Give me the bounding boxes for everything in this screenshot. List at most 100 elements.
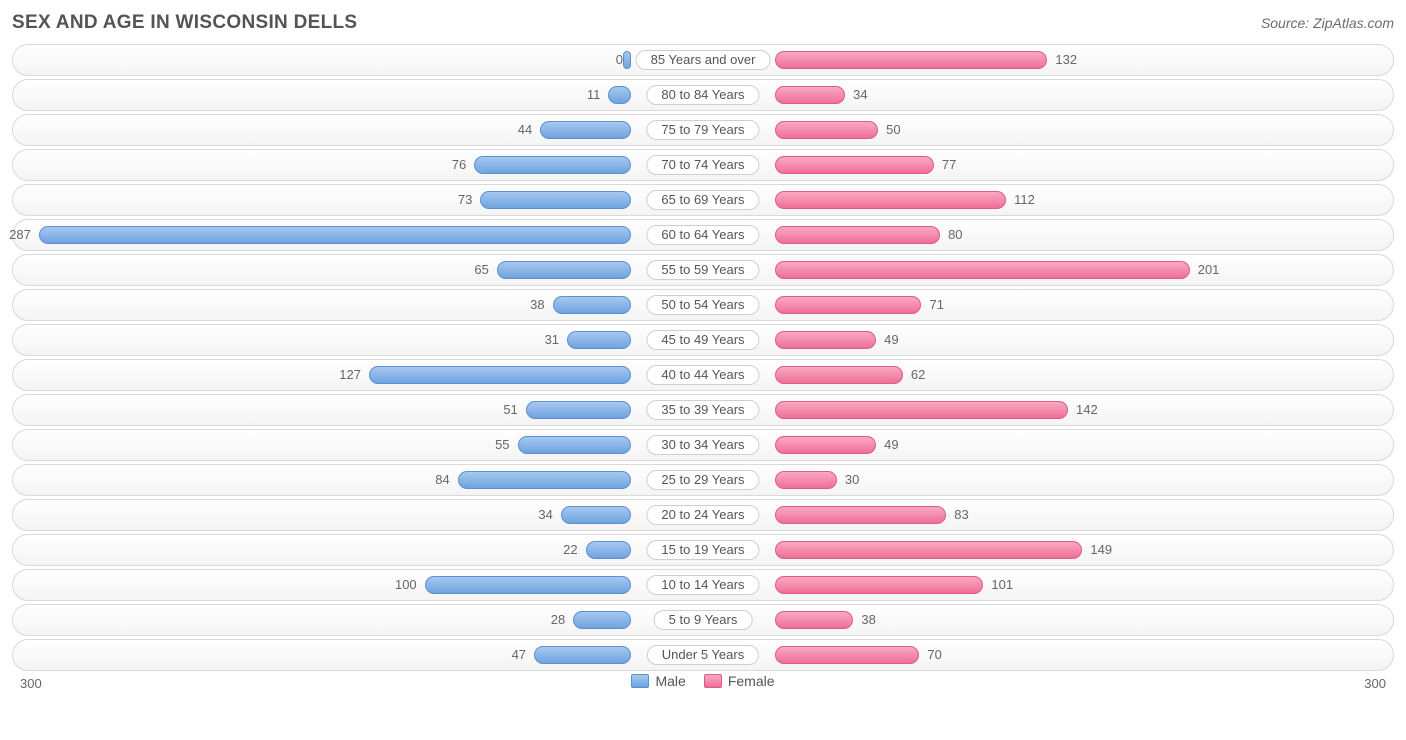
pyramid-row: 11 34 80 to 84 Years [12, 79, 1394, 111]
female-value: 38 [861, 612, 875, 627]
male-value: 38 [530, 297, 544, 312]
male-bar [553, 296, 631, 314]
female-value: 201 [1198, 262, 1220, 277]
category-label: 15 to 19 Years [646, 540, 759, 560]
male-bar [567, 331, 631, 349]
category-label: 5 to 9 Years [654, 610, 753, 630]
male-value: 28 [551, 612, 565, 627]
male-value: 31 [545, 332, 559, 347]
female-value: 50 [886, 122, 900, 137]
male-bar [474, 156, 631, 174]
female-value: 142 [1076, 402, 1098, 417]
male-value: 76 [452, 157, 466, 172]
category-label: 40 to 44 Years [646, 365, 759, 385]
male-value: 65 [474, 262, 488, 277]
category-label: 65 to 69 Years [646, 190, 759, 210]
male-bar [425, 576, 631, 594]
chart-source: Source: ZipAtlas.com [1261, 15, 1394, 31]
pyramid-row: 65 201 55 to 59 Years [12, 254, 1394, 286]
male-value: 73 [458, 192, 472, 207]
male-bar [573, 611, 631, 629]
chart-title: SEX AND AGE IN WISCONSIN DELLS [12, 12, 357, 34]
population-pyramid-chart: 0 132 85 Years and over 11 34 80 to 84 Years 4… [12, 44, 1394, 671]
male-value: 34 [538, 507, 552, 522]
female-value: 112 [1014, 192, 1035, 207]
female-bar [775, 471, 837, 489]
female-bar [775, 331, 876, 349]
pyramid-row: 10010110 to 14 Years [12, 569, 1394, 601]
female-value: 34 [853, 87, 867, 102]
legend-female-label: Female [728, 673, 775, 689]
male-value: 127 [339, 367, 361, 382]
pyramid-row: 44 50 75 to 79 Years [12, 114, 1394, 146]
female-bar [775, 506, 946, 524]
pyramid-row: 2214915 to 19 Years [12, 534, 1394, 566]
pyramid-row: 0 132 85 Years and over [12, 44, 1394, 76]
pyramid-row: 767770 to 74 Years [12, 149, 1394, 181]
pyramid-row: 47 70 Under 5 Years [12, 639, 1394, 671]
female-value: 101 [991, 577, 1013, 592]
female-bar [775, 51, 1047, 69]
pyramid-row: 38 71 50 to 54 Years [12, 289, 1394, 321]
pyramid-row: 843025 to 29 Years [12, 464, 1394, 496]
legend-item-male: Male [631, 673, 685, 689]
female-bar [775, 191, 1006, 209]
category-label: 85 Years and over [636, 50, 771, 70]
male-bar [497, 261, 631, 279]
pyramid-row: 55 49 30 to 34 Years [12, 429, 1394, 461]
male-value: 100 [395, 577, 417, 592]
female-bar [775, 611, 853, 629]
male-bar [458, 471, 631, 489]
female-value: 71 [929, 297, 943, 312]
category-label: 75 to 79 Years [646, 120, 759, 140]
pyramid-row: 28 38 5 to 9 Years [12, 604, 1394, 636]
male-value: 51 [503, 402, 517, 417]
male-bar [39, 226, 631, 244]
female-bar [775, 541, 1082, 559]
category-label: 30 to 34 Years [646, 435, 759, 455]
female-value: 49 [884, 437, 898, 452]
category-label: 35 to 39 Years [646, 400, 759, 420]
male-bar [623, 51, 631, 69]
axis-left-label: 300 [20, 676, 42, 691]
male-value: 47 [512, 647, 526, 662]
category-label: 60 to 64 Years [646, 225, 759, 245]
female-bar [775, 296, 921, 314]
male-bar [518, 436, 631, 454]
female-value: 80 [948, 227, 962, 242]
male-swatch-icon [631, 674, 649, 688]
female-value: 30 [845, 472, 859, 487]
axis-right-label: 300 [1364, 676, 1386, 691]
male-value: 44 [518, 122, 532, 137]
male-bar [526, 401, 631, 419]
pyramid-row: 314945 to 49 Years [12, 324, 1394, 356]
pyramid-row: 73 112 65 to 69 Years [12, 184, 1394, 216]
male-bar [540, 121, 631, 139]
female-bar [775, 366, 903, 384]
female-value: 70 [927, 647, 941, 662]
female-bar [775, 156, 934, 174]
male-bar [534, 646, 631, 664]
male-value: 11 [587, 87, 601, 102]
female-value: 149 [1090, 542, 1112, 557]
male-bar [586, 541, 631, 559]
male-bar [369, 366, 631, 384]
female-bar [775, 576, 983, 594]
female-bar [775, 226, 940, 244]
category-label: Under 5 Years [647, 645, 759, 665]
category-label: 45 to 49 Years [646, 330, 759, 350]
female-bar [775, 401, 1068, 419]
female-bar [775, 261, 1190, 279]
female-value: 132 [1055, 52, 1077, 67]
male-value: 287 [9, 227, 31, 242]
category-label: 55 to 59 Years [646, 260, 759, 280]
male-value: 0 [616, 52, 623, 67]
female-bar [775, 436, 876, 454]
male-value: 55 [495, 437, 509, 452]
category-label: 80 to 84 Years [646, 85, 759, 105]
female-value: 77 [942, 157, 956, 172]
female-swatch-icon [704, 674, 722, 688]
category-label: 50 to 54 Years [646, 295, 759, 315]
legend-item-female: Female [704, 673, 775, 689]
chart-header: SEX AND AGE IN WISCONSIN DELLS Source: Z… [12, 12, 1394, 34]
